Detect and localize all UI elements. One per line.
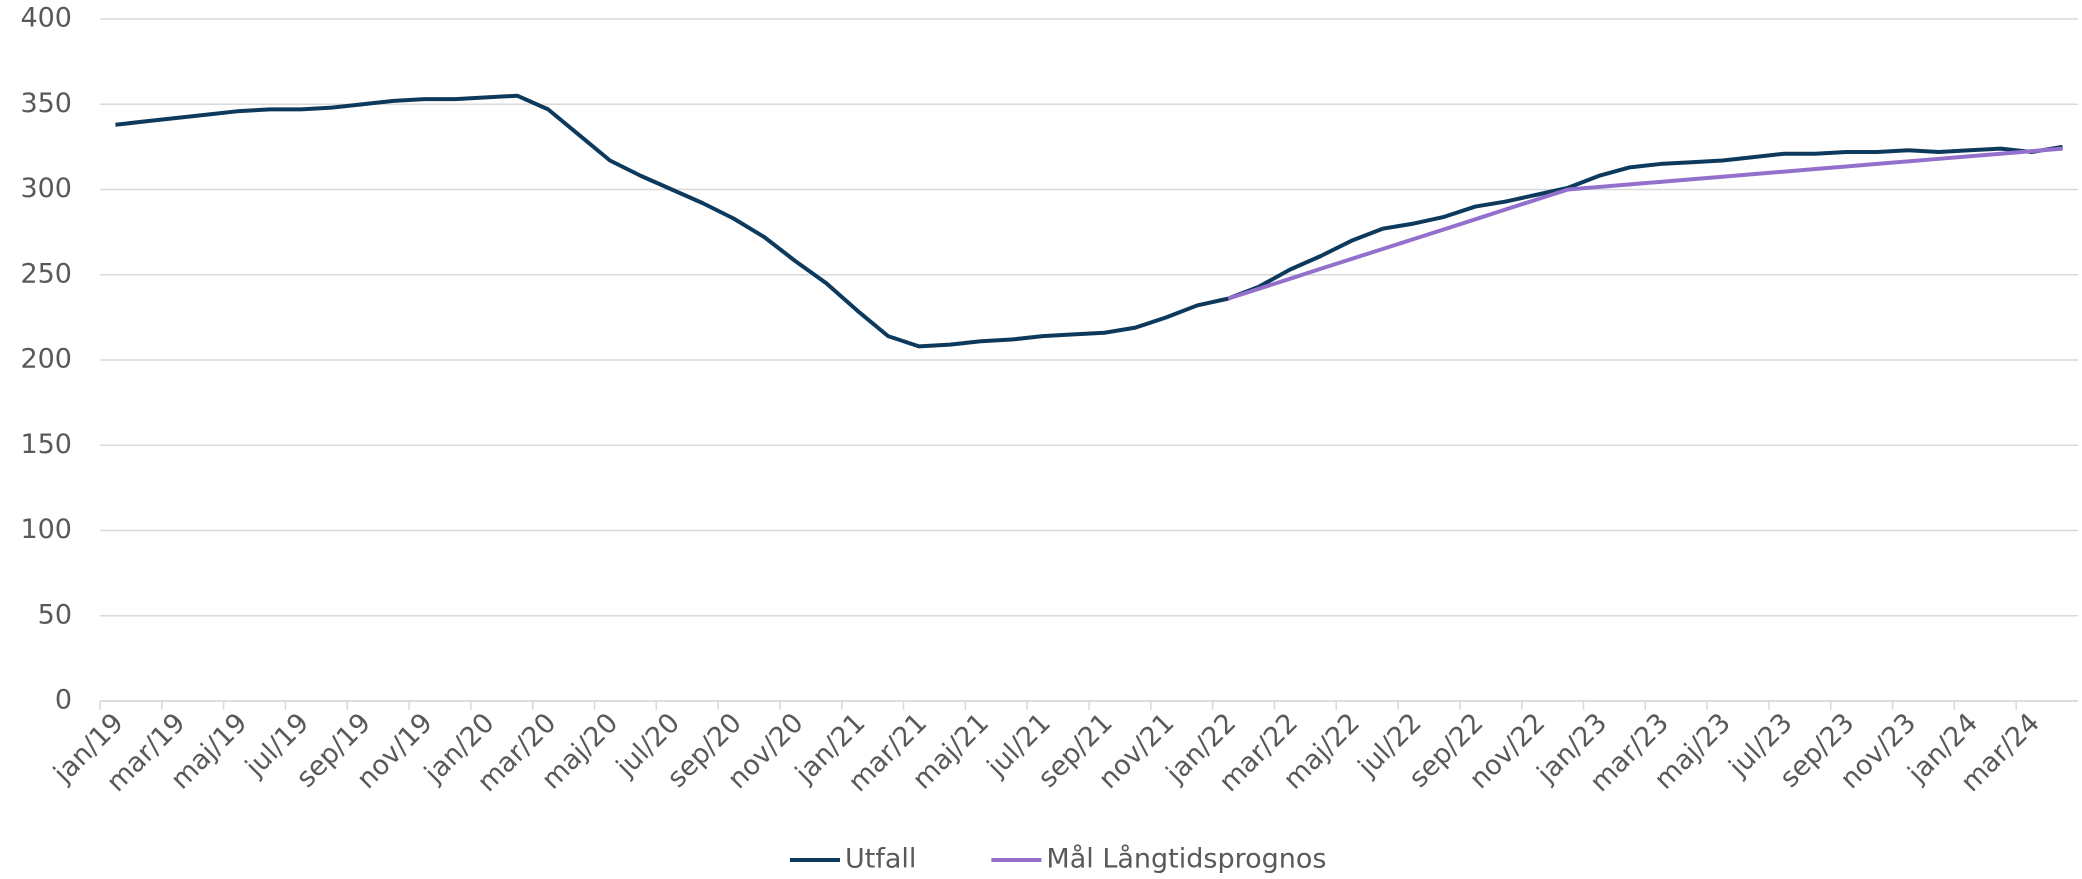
y-tick-label: 200 [20, 344, 72, 375]
y-tick-label: 0 [55, 685, 72, 716]
y-tick-label: 300 [20, 173, 72, 204]
y-tick-label: 250 [20, 258, 72, 289]
series-line [1227, 146, 2063, 301]
y-tick-label: 150 [20, 429, 72, 460]
legend-label: Utfall [845, 844, 916, 875]
y-tick-label: 350 [20, 88, 72, 119]
y-tick-label: 100 [20, 514, 72, 545]
y-tick-label: 400 [20, 3, 72, 34]
series-line [115, 93, 2063, 349]
y-tick-label: 50 [38, 599, 72, 630]
legend-label: Mål Långtidsprognos [1046, 844, 1326, 875]
